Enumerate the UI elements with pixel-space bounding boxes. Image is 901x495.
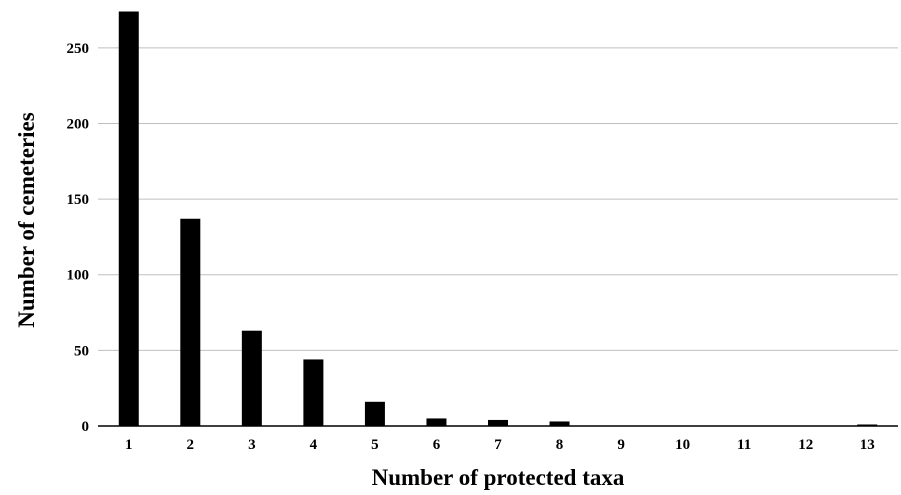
x-tick-label: 10	[675, 437, 690, 453]
x-tick-label: 5	[371, 437, 379, 453]
bar	[857, 424, 878, 426]
x-tick-label: 9	[617, 437, 625, 453]
bar	[549, 421, 570, 426]
gridlines	[98, 47, 898, 351]
bars	[118, 11, 878, 427]
bar	[426, 418, 447, 426]
y-tick-label: 250	[67, 41, 90, 57]
y-tick-label: 100	[67, 268, 90, 284]
bar	[303, 359, 324, 426]
x-tick-label: 6	[433, 437, 441, 453]
bar	[118, 11, 139, 427]
y-tick-labels: 0 50 100 150 200 250	[67, 41, 90, 435]
bar	[241, 330, 262, 426]
bar	[180, 218, 201, 426]
x-tick-label: 8	[556, 437, 564, 453]
x-tick-labels: 1 2 3 4 5 6 7 8 9 10 11 12 13	[125, 437, 875, 453]
y-tick-label: 50	[74, 343, 89, 359]
x-tick-label: 3	[248, 437, 256, 453]
y-tick-label: 0	[82, 419, 90, 435]
x-tick-label: 12	[798, 437, 813, 453]
x-tick-label: 13	[860, 437, 875, 453]
y-axis-title: Number of cemeteries	[14, 112, 39, 327]
x-tick-label: 4	[310, 437, 318, 453]
x-tick-label: 7	[494, 437, 502, 453]
bar	[488, 419, 508, 426]
x-axis-title: Number of protected taxa	[372, 465, 625, 490]
bar	[364, 401, 385, 426]
x-tick-label: 1	[125, 437, 133, 453]
x-tick-label: 2	[187, 437, 195, 453]
y-tick-label: 150	[67, 192, 90, 208]
x-tick-label: 11	[737, 437, 751, 453]
y-tick-label: 200	[67, 116, 90, 132]
